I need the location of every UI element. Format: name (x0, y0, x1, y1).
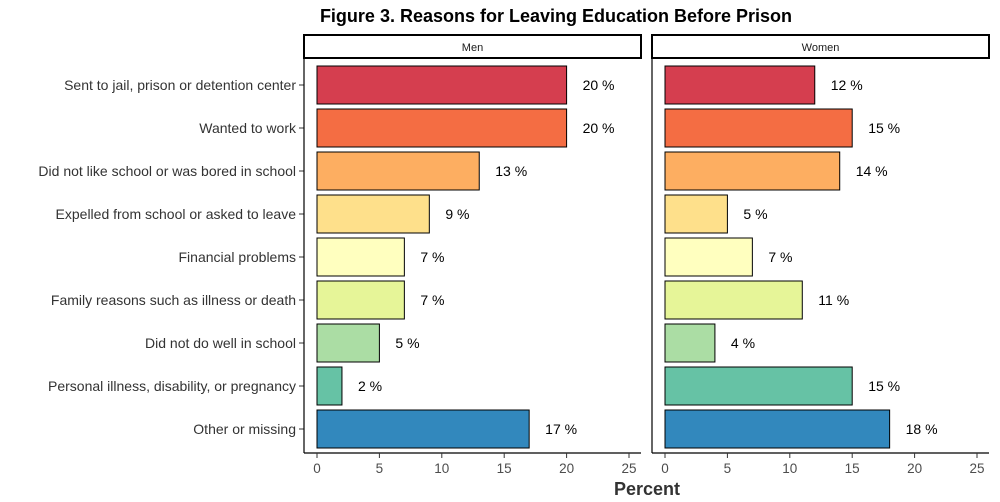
category-labels: Sent to jail, prison or detention center… (38, 77, 304, 437)
bar (316, 323, 380, 363)
bar (316, 108, 568, 148)
data-label: 7 % (768, 249, 792, 265)
x-tick-label: 15 (845, 461, 860, 476)
data-label: 17 % (545, 421, 577, 437)
category-label: Personal illness, disability, or pregnan… (48, 378, 296, 394)
facet-strip (651, 34, 990, 59)
data-label: 12 % (831, 77, 863, 93)
x-tick-label: 15 (497, 461, 512, 476)
data-label: 20 % (583, 77, 615, 93)
category-label: Wanted to work (199, 120, 297, 136)
bar (316, 280, 405, 320)
bar (664, 151, 841, 191)
x-tick-label: 25 (969, 461, 984, 476)
x-tick-label: 20 (559, 461, 574, 476)
facet-strip (303, 34, 642, 59)
bar (316, 237, 405, 277)
chart-title: Figure 3. Reasons for Leaving Education … (320, 6, 792, 26)
bar (664, 194, 728, 234)
bar (664, 323, 716, 363)
panels: Men 20 % 20 % 13 % 9 % 7 % 7 % 5 % 2 % 17 % 0 5 10 15… (303, 34, 990, 476)
data-label: 7 % (420, 249, 444, 265)
category-label: Sent to jail, prison or detention center (64, 77, 296, 93)
x-tick-label: 20 (907, 461, 922, 476)
x-tick-label: 10 (434, 461, 449, 476)
category-label: Did not like school or was bored in scho… (38, 163, 296, 179)
bar (316, 409, 530, 449)
bar (316, 65, 568, 105)
bar (664, 366, 853, 406)
bar (664, 237, 753, 277)
data-label: 9 % (445, 206, 469, 222)
bar (664, 108, 853, 148)
panel-women: Women 12 % 15 % 14 % 5 % 7 % 11 % 4 % 15 % 18 % 0 5… (651, 34, 990, 476)
category-label: Other or missing (193, 421, 296, 437)
panel-men: Men 20 % 20 % 13 % 9 % 7 % 7 % 5 % 2 % 17 % 0 5 10 15… (303, 34, 642, 476)
category-label: Family reasons such as illness or death (51, 292, 296, 308)
data-label: 15 % (868, 378, 900, 394)
data-label: 5 % (395, 335, 419, 351)
x-tick-label: 25 (621, 461, 636, 476)
bar (316, 194, 430, 234)
category-label: Financial problems (179, 249, 297, 265)
facet-strip-label: Men (462, 42, 483, 54)
data-label: 11 % (818, 292, 849, 308)
bar (664, 65, 816, 105)
data-label: 2 % (358, 378, 382, 394)
category-label: Did not do well in school (145, 335, 296, 351)
bar (316, 366, 343, 406)
data-label: 5 % (743, 206, 767, 222)
x-tick-label: 0 (661, 461, 669, 476)
data-label: 7 % (420, 292, 444, 308)
data-label: 15 % (868, 120, 900, 136)
x-tick-label: 5 (724, 461, 732, 476)
x-tick-label: 0 (313, 461, 321, 476)
data-label: 14 % (856, 163, 888, 179)
x-tick-label: 5 (376, 461, 384, 476)
data-label: 4 % (731, 335, 755, 351)
x-tick-label: 10 (782, 461, 797, 476)
data-label: 18 % (906, 421, 938, 437)
bar (664, 280, 803, 320)
category-label: Expelled from school or asked to leave (56, 206, 297, 222)
bar (316, 151, 480, 191)
data-label: 13 % (495, 163, 527, 179)
facet-strip-label: Women (802, 42, 840, 54)
data-label: 20 % (583, 120, 615, 136)
bar (664, 409, 891, 449)
x-axis-title: Percent (614, 479, 680, 499)
